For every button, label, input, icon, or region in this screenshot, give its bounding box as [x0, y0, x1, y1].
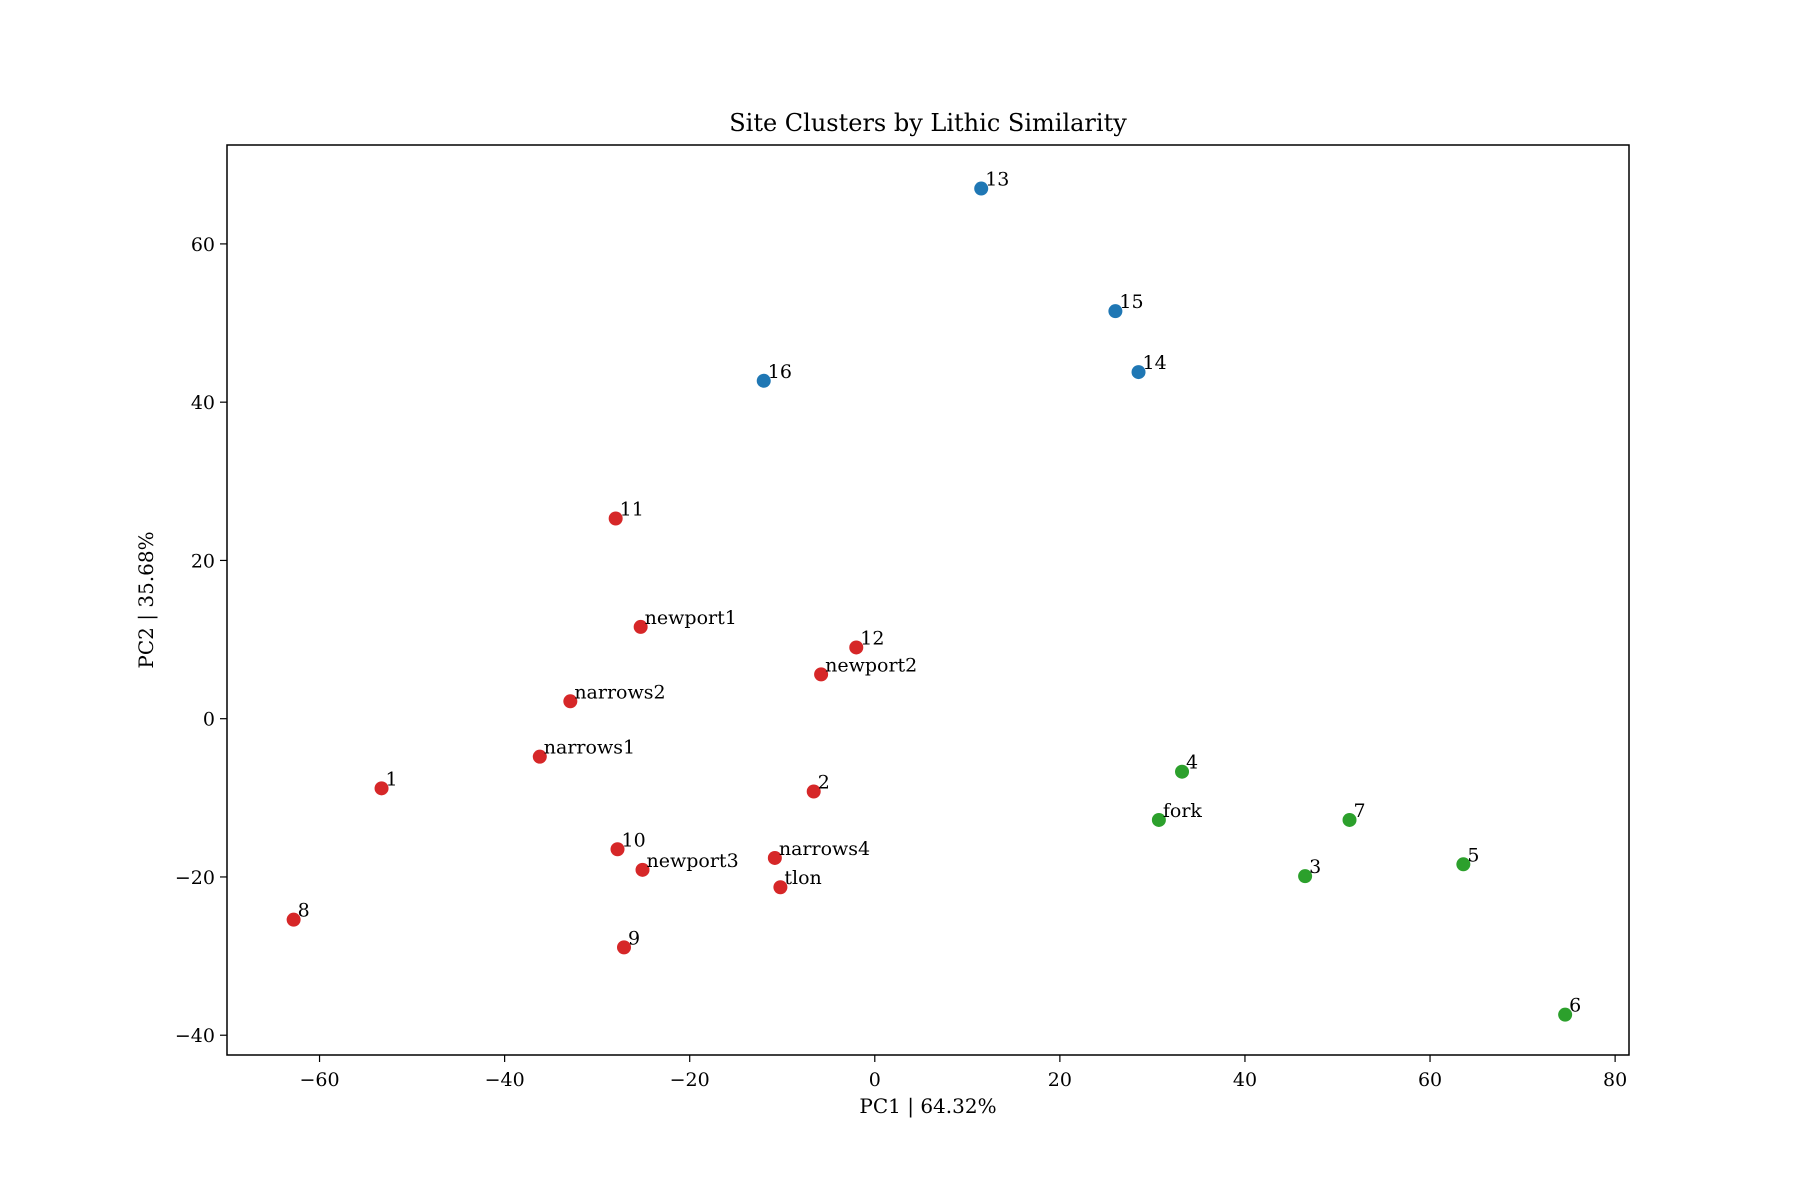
x-tick-label: 40 [1233, 1069, 1257, 1091]
plot-frame [226, 144, 1630, 1056]
data-point [806, 784, 821, 799]
data-point [974, 181, 989, 196]
data-point-label: 15 [1119, 291, 1143, 313]
y-tick-label: 20 [191, 550, 215, 572]
data-point-label: 9 [628, 927, 640, 949]
data-point-label: 16 [768, 361, 792, 383]
data-point [1175, 764, 1190, 779]
data-point-label: 1 [386, 768, 398, 790]
data-point [610, 842, 625, 857]
y-tick-label: 0 [203, 709, 215, 731]
data-point [814, 667, 829, 682]
data-point [849, 640, 864, 655]
x-axis-label: PC1 | 64.32% [859, 1094, 996, 1119]
data-point-label: newport2 [825, 654, 917, 676]
data-point [286, 912, 301, 927]
data-point [374, 781, 389, 796]
data-point [1108, 304, 1123, 319]
chart-title: Site Clusters by Lithic Similarity [729, 109, 1127, 137]
data-point-label: 12 [860, 627, 884, 649]
x-tick-label: −20 [670, 1069, 710, 1091]
data-point-label: 3 [1309, 856, 1321, 878]
y-tick-label: 60 [191, 234, 215, 256]
x-tick-label: −60 [299, 1069, 339, 1091]
data-point [617, 940, 632, 955]
data-point-label: 7 [1354, 800, 1366, 822]
data-point-label: narrows4 [779, 838, 870, 860]
data-point [756, 373, 771, 388]
data-point-label: 11 [620, 498, 644, 520]
y-tick-label: 40 [191, 392, 215, 414]
data-point [773, 880, 788, 895]
data-point [1151, 812, 1166, 827]
y-tick-label: −40 [175, 1025, 215, 1047]
data-point-label: 4 [1186, 752, 1198, 774]
data-point [1456, 857, 1471, 872]
data-point-label: narrows1 [544, 737, 635, 759]
data-point [635, 862, 650, 877]
y-tick-label: −20 [175, 867, 215, 889]
data-point [1558, 1007, 1573, 1022]
x-tick-label: 80 [1603, 1069, 1627, 1091]
data-point-label: newport1 [645, 607, 737, 629]
data-point [767, 850, 782, 865]
axis-ticks: −60 −40 −20 0 20 40 60 80 −40 −20 0 20 40 60 [175, 234, 1627, 1091]
data-point [1131, 365, 1146, 380]
data-point-label: fork [1163, 800, 1203, 822]
data-point-label: 5 [1467, 844, 1479, 866]
data-point-label: 14 [1143, 352, 1167, 374]
data-point-label: 13 [985, 169, 1009, 191]
data-point [1298, 869, 1313, 884]
x-tick-label: 20 [1048, 1069, 1072, 1091]
data-point-label: tlon [784, 867, 821, 889]
data-point [633, 619, 648, 634]
data-point-label: 8 [298, 900, 310, 922]
x-tick-label: −40 [485, 1069, 525, 1091]
x-tick-label: 0 [869, 1069, 881, 1091]
data-point-label: newport3 [647, 850, 739, 872]
data-point [1342, 812, 1357, 827]
data-point-label: 2 [818, 771, 830, 793]
y-axis-label: PC2 | 35.68% [134, 531, 159, 668]
data-point [608, 511, 623, 526]
x-tick-label: 60 [1418, 1069, 1442, 1091]
data-points: 1315141611newport112newport2narrows2narr… [286, 169, 1581, 1022]
data-point-label: 6 [1569, 995, 1581, 1017]
data-point [532, 749, 547, 764]
data-point-label: narrows2 [574, 681, 665, 703]
data-point [563, 694, 578, 709]
data-point-label: 10 [622, 829, 646, 851]
